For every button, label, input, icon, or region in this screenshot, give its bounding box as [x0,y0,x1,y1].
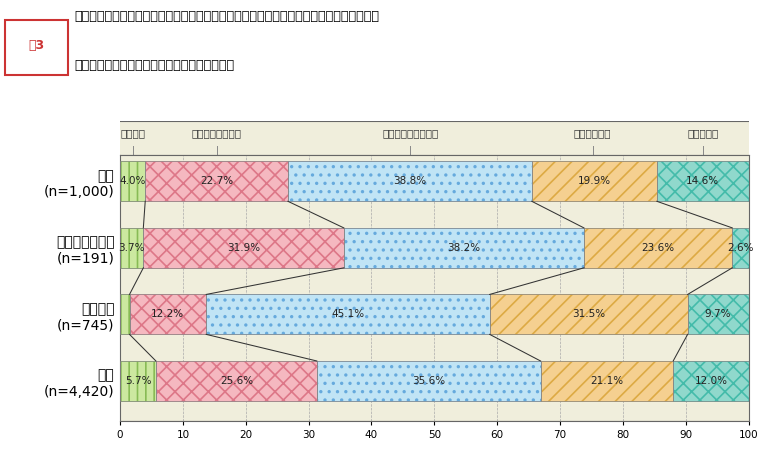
Bar [732,228,749,268]
Text: 31.5%: 31.5% [572,309,605,319]
Text: 38.2%: 38.2% [448,243,480,253]
Text: 3.7%: 3.7% [119,243,145,253]
Bar [120,294,129,334]
Bar [145,162,288,201]
Text: 35.6%: 35.6% [412,376,445,386]
Text: 5.7%: 5.7% [125,376,151,386]
Text: 12.0%: 12.0% [695,376,727,386]
Text: 22.7%: 22.7% [200,177,233,186]
Text: 意見交換等に支障が生じていると思いますか。: 意見交換等に支障が生じていると思いますか。 [74,59,235,72]
Bar [344,228,584,268]
Bar [288,162,532,201]
Bar [317,361,540,401]
Bar [317,361,540,401]
Bar [584,228,732,268]
Text: 2.6%: 2.6% [727,243,754,253]
Text: 分からない: 分からない [687,129,718,138]
Bar [120,162,145,201]
Bar [584,228,732,268]
Text: 21.1%: 21.1% [591,376,623,386]
Bar [156,361,317,401]
Bar [540,361,673,401]
Bar [156,361,317,401]
Bar [206,294,489,334]
Bar [129,294,206,334]
Bar [540,361,673,401]
Bar [120,228,144,268]
Bar [489,294,688,334]
Bar [144,228,344,268]
Text: 現在、倫理法・倫理規程があるため、職務に必要な行政と民間企業等との間の情報収集、: 現在、倫理法・倫理規程があるため、職務に必要な行政と民間企業等との間の情報収集、 [74,10,379,23]
Bar [120,361,156,401]
Bar [532,162,657,201]
Bar [732,228,749,268]
Text: 4.0%: 4.0% [119,177,146,186]
Bar [344,228,584,268]
Text: 31.9%: 31.9% [227,243,260,253]
Text: そう思わない: そう思わない [574,129,612,138]
Text: あまりそう思わない: あまりそう思わない [382,129,439,138]
Text: ある程度そう思う: ある程度そう思う [192,129,242,138]
Text: 図3: 図3 [28,39,45,52]
Bar [120,361,156,401]
Bar [144,228,344,268]
Text: 25.6%: 25.6% [220,376,253,386]
Bar [688,294,749,334]
Text: 14.6%: 14.6% [686,177,719,186]
FancyBboxPatch shape [5,20,68,75]
Text: 19.9%: 19.9% [578,177,611,186]
Bar [120,228,144,268]
Bar [673,361,749,401]
Bar [657,162,749,201]
Bar [673,361,749,401]
Text: そう思う: そう思う [120,129,145,138]
Text: 38.8%: 38.8% [393,177,426,186]
Bar [532,162,657,201]
Bar [657,162,749,201]
Bar [120,162,145,201]
Text: 9.7%: 9.7% [705,309,731,319]
Bar [129,294,206,334]
Bar [120,294,129,334]
Bar [288,162,532,201]
Text: 23.6%: 23.6% [641,243,675,253]
Text: 12.2%: 12.2% [151,309,185,319]
Bar [489,294,688,334]
Bar [145,162,288,201]
Bar [688,294,749,334]
Bar [206,294,489,334]
Text: 45.1%: 45.1% [331,309,365,319]
